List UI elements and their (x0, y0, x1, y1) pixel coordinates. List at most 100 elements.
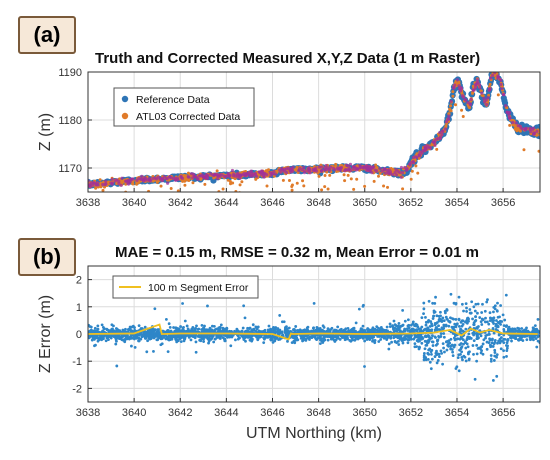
error-point (452, 336, 456, 340)
misc-point (529, 129, 533, 134)
error-point (493, 307, 497, 311)
chart-b-y-tick-label: -2 (72, 383, 82, 395)
error-point (417, 327, 421, 331)
error-point (480, 345, 484, 348)
error-point (429, 320, 433, 323)
error-point (321, 341, 325, 344)
error-point (494, 322, 498, 326)
error-point (307, 336, 311, 340)
error-point (143, 325, 147, 329)
error-point (441, 316, 445, 320)
chart-a-x-tick-label: 3640 (122, 197, 146, 209)
misc-point (273, 172, 278, 176)
error-point (444, 323, 448, 327)
atl03-point (447, 112, 451, 116)
error-point (439, 310, 442, 314)
error-point (338, 337, 342, 341)
chart-b-legend: 100 m Segment Error (112, 275, 259, 299)
misc-point (370, 171, 374, 175)
error-point (137, 324, 141, 328)
error-point (415, 329, 419, 333)
misc-point (353, 165, 357, 169)
error-point (387, 347, 391, 351)
error-point (242, 304, 246, 308)
error-point (350, 330, 353, 334)
error-point (204, 334, 208, 338)
atl03-point (228, 180, 232, 184)
atl03-point (169, 186, 173, 190)
error-point (191, 325, 195, 329)
error-point (423, 339, 427, 343)
error-point (251, 337, 254, 341)
misc-point (486, 96, 490, 100)
error-point (478, 316, 482, 319)
misc-point (364, 163, 369, 168)
misc-point (365, 168, 369, 173)
error-point (422, 312, 425, 316)
misc-point (396, 169, 400, 173)
error-point (453, 334, 457, 338)
error-point (468, 308, 472, 311)
error-point (218, 328, 222, 332)
error-point (445, 308, 449, 311)
misc-point (440, 132, 444, 137)
error-point (484, 316, 487, 320)
error-point (502, 341, 506, 345)
error-point (442, 319, 446, 323)
error-point (488, 316, 492, 320)
misc-point (427, 145, 432, 149)
error-point (202, 326, 206, 330)
error-point (93, 344, 96, 348)
error-point (90, 338, 94, 342)
atl03-point (295, 181, 299, 185)
error-point (268, 330, 272, 333)
error-point (529, 338, 532, 342)
misc-point (230, 168, 235, 173)
atl03-point (183, 178, 187, 182)
error-point (354, 335, 358, 339)
error-point (99, 335, 103, 339)
chart-b-x-tick-label: 3656 (491, 407, 515, 419)
error-point (427, 334, 431, 338)
error-point (210, 336, 214, 340)
error-point (493, 351, 497, 354)
error-point (449, 337, 453, 341)
error-point (240, 329, 244, 333)
error-point (416, 325, 420, 329)
atl03-point (401, 187, 405, 191)
misc-point (457, 84, 461, 88)
atl03-point (295, 167, 299, 171)
error-point (398, 328, 402, 332)
error-point (471, 344, 475, 347)
error-point (217, 326, 221, 330)
error-point (474, 315, 477, 319)
atl03-point (287, 179, 291, 183)
misc-point (393, 170, 397, 175)
error-point (361, 336, 365, 340)
error-point (220, 330, 224, 333)
atl03-point (290, 183, 294, 187)
error-point (496, 341, 499, 345)
error-point (411, 320, 415, 324)
error-point (92, 329, 96, 333)
atl03-point (183, 183, 187, 187)
misc-point (212, 173, 216, 178)
error-point (363, 330, 367, 334)
error-point (146, 339, 149, 343)
error-point (211, 334, 215, 338)
error-point (166, 338, 170, 341)
misc-point (113, 179, 117, 183)
error-point (195, 324, 198, 328)
error-point (248, 326, 252, 330)
error-point (495, 325, 499, 328)
error-point (130, 344, 133, 348)
misc-point (500, 87, 504, 91)
error-point (115, 364, 119, 368)
atl03-point (265, 184, 269, 188)
misc-point (104, 179, 108, 183)
atl03-point (488, 82, 492, 86)
error-point (430, 340, 434, 344)
error-point (430, 336, 433, 340)
error-point (498, 341, 502, 345)
misc-point (348, 162, 353, 166)
